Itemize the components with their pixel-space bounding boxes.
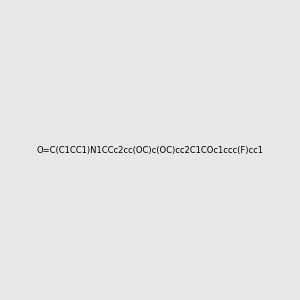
Text: O=C(C1CC1)N1CCc2cc(OC)c(OC)cc2C1COc1ccc(F)cc1: O=C(C1CC1)N1CCc2cc(OC)c(OC)cc2C1COc1ccc(… [37, 146, 263, 154]
